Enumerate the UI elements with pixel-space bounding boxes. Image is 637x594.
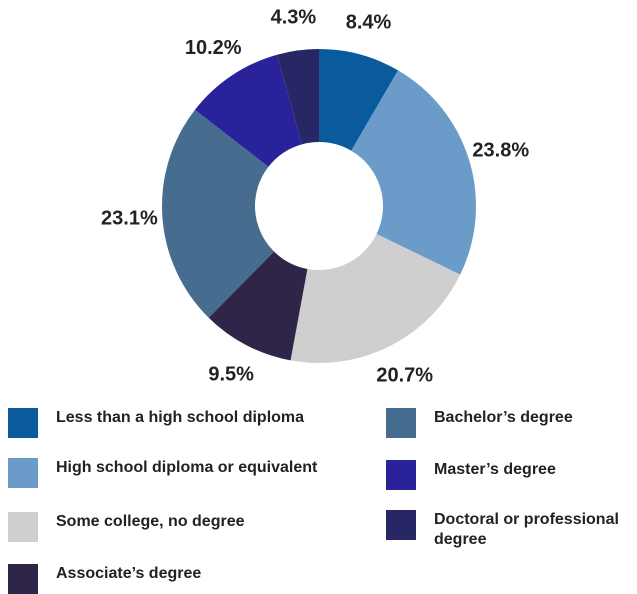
slice-5 <box>194 54 302 167</box>
slice-label-5: 10.2% <box>185 37 242 59</box>
legend-item-some-college: Some college, no degree <box>8 512 245 542</box>
legend-label: Associate’s degree <box>56 565 202 582</box>
slice-6 <box>277 49 319 145</box>
slice-label-0: 8.4% <box>346 12 392 34</box>
slice-label-4: 23.1% <box>101 208 158 230</box>
legend-label: Less than a high school diploma <box>56 409 305 426</box>
legend-item-associates: Associate’s degree <box>8 564 201 594</box>
slice-0 <box>319 49 399 151</box>
slice-label-3: 9.5% <box>208 363 254 385</box>
slice-1 <box>351 70 476 275</box>
legend-swatch <box>386 510 416 540</box>
slice-label-2: 20.7% <box>376 365 433 387</box>
legend-item-bachelors: Bachelor’s degree <box>386 408 573 438</box>
slice-4 <box>162 109 275 318</box>
legend-swatch <box>8 564 38 594</box>
legend-item-less-than-high-school: Less than a high school diploma <box>8 408 304 438</box>
slice-3 <box>208 251 308 361</box>
legend-item-masters: Master’s degree <box>386 460 556 490</box>
legend-label: Some college, no degree <box>56 513 245 530</box>
slice-label-6: 4.3% <box>271 7 317 29</box>
legend-swatch <box>386 460 416 490</box>
legend-label: Doctoral or professional degree <box>434 511 619 548</box>
legend-item-high-school: High school diploma or equivalent <box>8 458 317 488</box>
legend: Less than a high school diploma High sch… <box>0 396 637 594</box>
legend-swatch <box>8 458 38 488</box>
legend-swatch <box>386 408 416 438</box>
donut-chart: 8.4% 23.8% 20.7% 9.5% 23.1% 10.2% 4.3% <box>101 7 529 387</box>
legend-label: Bachelor’s degree <box>434 409 573 426</box>
legend-swatch <box>8 512 38 542</box>
legend-item-doctoral: Doctoral or professional degree <box>386 510 637 550</box>
slice-label-1: 23.8% <box>472 140 529 162</box>
slice-2 <box>290 233 461 363</box>
legend-swatch <box>8 408 38 438</box>
legend-label: High school diploma or equivalent <box>56 459 318 476</box>
legend-label: Master’s degree <box>434 461 556 478</box>
